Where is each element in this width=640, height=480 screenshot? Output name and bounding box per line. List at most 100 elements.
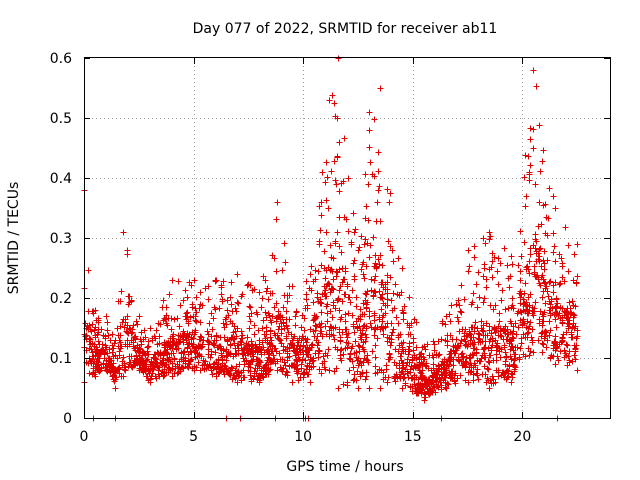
data-point bbox=[556, 251, 563, 258]
data-point bbox=[229, 376, 236, 383]
data-point bbox=[454, 345, 461, 352]
data-point bbox=[217, 334, 224, 341]
data-point bbox=[542, 280, 549, 287]
data-point bbox=[532, 299, 539, 306]
data-point bbox=[208, 367, 215, 374]
data-point bbox=[517, 317, 524, 324]
data-point bbox=[363, 263, 370, 270]
data-point bbox=[263, 288, 270, 295]
data-point bbox=[552, 258, 559, 265]
x-tick-label: 0 bbox=[80, 429, 89, 445]
data-point bbox=[367, 242, 374, 249]
data-point bbox=[232, 328, 239, 335]
data-point bbox=[166, 365, 173, 372]
data-point bbox=[422, 346, 429, 353]
data-point bbox=[541, 260, 548, 267]
data-point bbox=[349, 312, 356, 319]
data-point bbox=[336, 307, 343, 314]
data-point bbox=[342, 268, 349, 275]
data-point bbox=[452, 380, 459, 387]
data-point bbox=[96, 364, 103, 371]
data-point bbox=[393, 362, 400, 369]
data-point bbox=[438, 365, 445, 372]
data-point bbox=[92, 373, 99, 380]
data-point bbox=[375, 168, 382, 175]
data-point bbox=[185, 351, 192, 358]
data-point bbox=[255, 347, 262, 354]
data-point bbox=[508, 253, 515, 260]
data-point bbox=[292, 313, 299, 320]
x-tick-label: 10 bbox=[294, 429, 312, 445]
data-point bbox=[374, 335, 381, 342]
data-point bbox=[444, 380, 451, 387]
data-point bbox=[509, 371, 516, 378]
data-point bbox=[355, 247, 362, 254]
data-point bbox=[337, 334, 344, 341]
data-point bbox=[442, 370, 449, 377]
data-point bbox=[175, 369, 182, 376]
data-point bbox=[454, 314, 461, 321]
data-point bbox=[160, 317, 167, 324]
data-point bbox=[280, 365, 287, 372]
data-point bbox=[526, 270, 533, 277]
data-point bbox=[216, 369, 223, 376]
data-point bbox=[398, 340, 405, 347]
data-point bbox=[423, 380, 430, 387]
data-point bbox=[474, 304, 481, 311]
data-point bbox=[362, 290, 369, 297]
data-point bbox=[435, 352, 442, 359]
data-point bbox=[475, 269, 482, 276]
data-point bbox=[336, 139, 343, 146]
data-point bbox=[350, 364, 357, 371]
data-point bbox=[369, 171, 376, 178]
data-point bbox=[490, 306, 497, 313]
data-point bbox=[561, 312, 568, 319]
data-point bbox=[556, 281, 563, 288]
data-point bbox=[243, 342, 250, 349]
data-point bbox=[522, 203, 529, 210]
data-point bbox=[387, 342, 394, 349]
data-point bbox=[248, 338, 255, 345]
data-point bbox=[275, 312, 282, 319]
data-point bbox=[563, 329, 570, 336]
data-point bbox=[574, 333, 581, 340]
data-point bbox=[346, 294, 353, 301]
data-point bbox=[442, 337, 449, 344]
data-point bbox=[339, 265, 346, 272]
data-point bbox=[326, 367, 333, 374]
data-point bbox=[363, 203, 370, 210]
data-point bbox=[347, 351, 354, 358]
data-point bbox=[570, 320, 577, 327]
data-point bbox=[175, 278, 182, 285]
data-point bbox=[563, 308, 570, 315]
data-point bbox=[360, 300, 367, 307]
data-point bbox=[172, 363, 179, 370]
data-point bbox=[473, 350, 480, 357]
data-point bbox=[218, 352, 225, 359]
data-point bbox=[317, 324, 324, 331]
data-point bbox=[496, 318, 503, 325]
data-point bbox=[509, 330, 516, 337]
data-point bbox=[232, 345, 239, 352]
data-point bbox=[402, 380, 409, 387]
data-point bbox=[540, 341, 547, 348]
data-point bbox=[371, 277, 378, 284]
data-point bbox=[342, 345, 349, 352]
data-point bbox=[378, 294, 385, 301]
data-point bbox=[199, 362, 206, 369]
data-point bbox=[221, 363, 228, 370]
data-point bbox=[356, 343, 363, 350]
data-point bbox=[410, 335, 417, 342]
data-point bbox=[220, 320, 227, 327]
data-point bbox=[400, 309, 407, 316]
data-point bbox=[366, 127, 373, 134]
data-point bbox=[252, 348, 259, 355]
data-point bbox=[343, 326, 350, 333]
data-point bbox=[304, 302, 311, 309]
data-point bbox=[295, 377, 302, 384]
data-point bbox=[546, 185, 553, 192]
data-point bbox=[362, 171, 369, 178]
data-point bbox=[312, 322, 319, 329]
data-point bbox=[525, 153, 532, 160]
